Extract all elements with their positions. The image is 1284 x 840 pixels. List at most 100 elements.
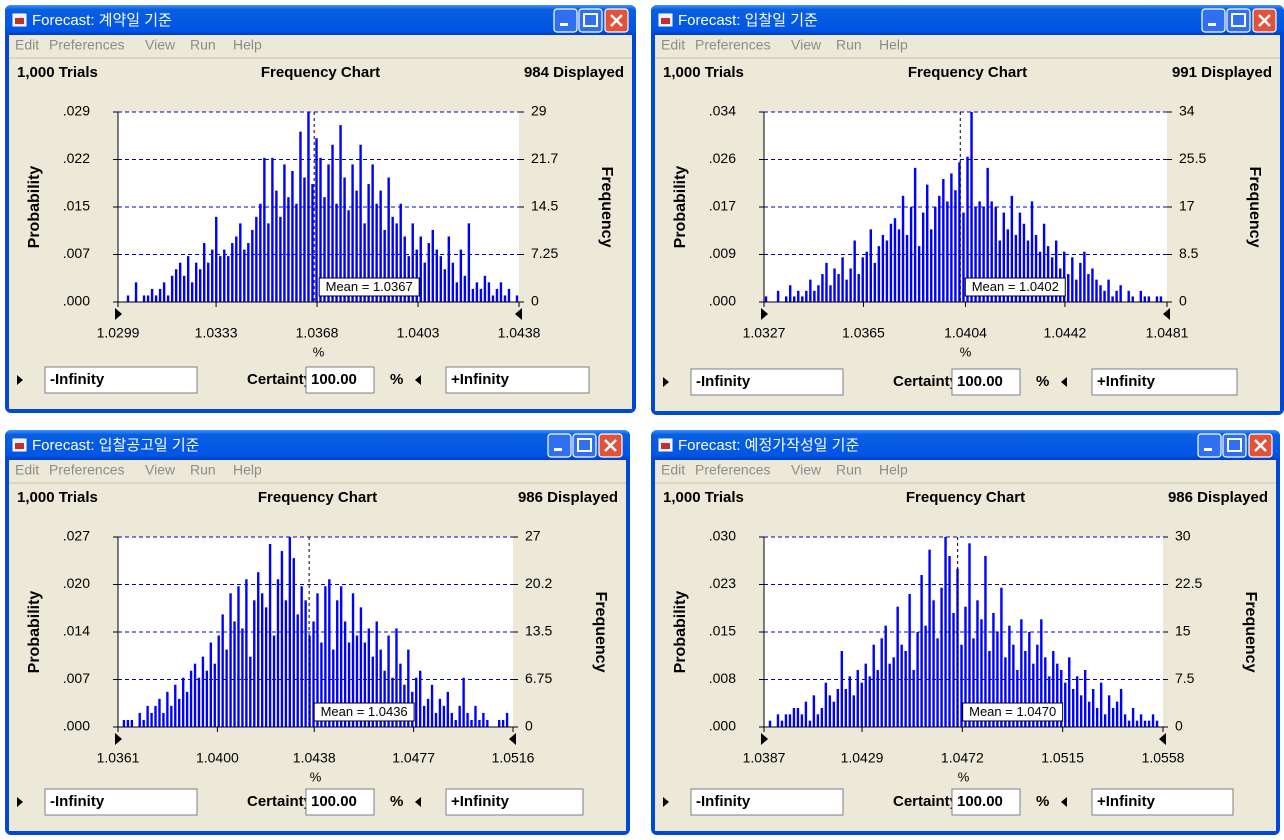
minimize-glyph bbox=[1204, 448, 1212, 451]
menu-item[interactable]: Preferences bbox=[695, 462, 770, 478]
page: Forecast: 계약일 기준EditPreferencesViewRunHe… bbox=[0, 0, 1284, 835]
y2-tick-label: 27 bbox=[525, 528, 541, 544]
histogram-bar bbox=[283, 164, 285, 302]
histogram-bar bbox=[777, 291, 779, 302]
histogram-bar bbox=[281, 551, 283, 727]
menu-item[interactable]: Edit bbox=[15, 37, 39, 53]
menu-item[interactable]: View bbox=[145, 462, 176, 478]
histogram-bar bbox=[443, 706, 445, 727]
histogram-bar bbox=[158, 699, 160, 727]
menu-item[interactable]: Run bbox=[836, 37, 862, 53]
menu-item[interactable]: Help bbox=[879, 462, 908, 478]
histogram-bar bbox=[215, 217, 217, 302]
menu-item[interactable]: View bbox=[145, 37, 176, 53]
histogram-bar bbox=[285, 600, 287, 727]
histogram-bar bbox=[845, 689, 847, 727]
x-tick-label: 1.0558 bbox=[1142, 750, 1185, 766]
minimize-button[interactable] bbox=[1202, 9, 1225, 32]
histogram-bar bbox=[502, 720, 504, 727]
histogram-bar bbox=[837, 274, 839, 302]
maximize-button[interactable] bbox=[573, 434, 596, 457]
histogram-bar bbox=[1136, 721, 1138, 727]
maximize-button[interactable] bbox=[579, 9, 602, 32]
histogram-bar bbox=[179, 263, 181, 302]
x-tick-label: 1.0368 bbox=[296, 325, 339, 341]
histogram-bar bbox=[926, 185, 928, 302]
minimize-glyph bbox=[554, 448, 562, 451]
histogram-bar bbox=[249, 657, 251, 727]
histogram-bar bbox=[918, 246, 920, 302]
y2-tick-label: 14.5 bbox=[531, 198, 558, 214]
histogram-bar bbox=[203, 243, 205, 302]
histogram-bar bbox=[797, 291, 799, 302]
histogram-bar bbox=[496, 289, 498, 302]
menu-item[interactable]: View bbox=[791, 462, 822, 478]
y2-tick-label: 13.5 bbox=[525, 623, 552, 639]
histogram-bar bbox=[896, 607, 898, 727]
certainty-label: Certainty bbox=[893, 373, 959, 390]
histogram-bar bbox=[866, 252, 868, 302]
y2-axis-label: Frequency bbox=[1246, 167, 1263, 248]
maximize-button[interactable] bbox=[1223, 434, 1246, 457]
histogram-bar bbox=[1083, 252, 1085, 302]
certainty-label: Certainty bbox=[247, 371, 313, 388]
menu-item[interactable]: Preferences bbox=[695, 37, 770, 53]
certainty-unit: % bbox=[390, 793, 403, 810]
displayed-label: 986 Displayed bbox=[1168, 489, 1268, 506]
menu-item[interactable]: Preferences bbox=[49, 462, 124, 478]
histogram-bar bbox=[857, 670, 859, 727]
histogram-bar bbox=[123, 720, 125, 727]
histogram-bar bbox=[845, 280, 847, 302]
menu-item[interactable]: Edit bbox=[661, 462, 685, 478]
histogram-bar bbox=[273, 636, 275, 727]
histogram-bar bbox=[833, 268, 835, 302]
maximize-button[interactable] bbox=[1227, 9, 1250, 32]
histogram-bar bbox=[785, 714, 787, 727]
menu-item[interactable]: Preferences bbox=[49, 37, 124, 53]
y2-tick-label: 30 bbox=[1175, 528, 1191, 544]
x-tick-label: 1.0515 bbox=[1041, 750, 1084, 766]
menu-item[interactable]: Help bbox=[879, 37, 908, 53]
y-tick-label: .034 bbox=[709, 103, 736, 119]
histogram-bar bbox=[231, 243, 233, 302]
histogram-bar bbox=[777, 714, 779, 727]
menu-item[interactable]: Run bbox=[190, 37, 216, 53]
minimize-button[interactable] bbox=[554, 9, 577, 32]
histogram-bar bbox=[1099, 285, 1101, 302]
histogram-bar bbox=[932, 600, 934, 727]
histogram-bar bbox=[1104, 714, 1106, 727]
x-tick-label: 1.0438 bbox=[498, 325, 541, 341]
x-tick-label: 1.0477 bbox=[392, 750, 435, 766]
minimize-button[interactable] bbox=[1198, 434, 1221, 457]
histogram-bar bbox=[174, 685, 176, 727]
y-tick-label: .020 bbox=[63, 575, 90, 591]
menu-item[interactable]: Run bbox=[836, 462, 862, 478]
plot-area bbox=[764, 112, 1167, 302]
menu-item[interactable]: Run bbox=[190, 462, 216, 478]
minimize-button[interactable] bbox=[548, 434, 571, 457]
right-field-text: +Infinity bbox=[1097, 373, 1156, 390]
menu-item[interactable]: Help bbox=[233, 37, 262, 53]
histogram-bar bbox=[849, 268, 851, 302]
histogram-bar bbox=[912, 670, 914, 727]
histogram-bar bbox=[131, 720, 133, 727]
y-axis-label: Probability bbox=[26, 166, 43, 249]
histogram-bar bbox=[928, 550, 930, 727]
menu-item[interactable]: View bbox=[791, 37, 822, 53]
histogram-bar bbox=[1067, 274, 1069, 302]
menu-item[interactable]: Edit bbox=[15, 462, 39, 478]
histogram-bar bbox=[167, 295, 169, 302]
histogram-bar bbox=[202, 657, 204, 727]
histogram-bar bbox=[303, 178, 305, 302]
histogram-bar bbox=[970, 112, 972, 302]
menu-item[interactable]: Help bbox=[233, 462, 262, 478]
mean-label: Mean = 1.0367 bbox=[326, 279, 413, 294]
histogram-bar bbox=[789, 285, 791, 302]
histogram-bar bbox=[841, 257, 843, 302]
menu-item[interactable]: Edit bbox=[661, 37, 685, 53]
histogram-bar bbox=[229, 593, 231, 727]
histogram-bar bbox=[1107, 280, 1109, 302]
histogram-bar bbox=[221, 614, 223, 727]
histogram-bar bbox=[259, 204, 261, 302]
